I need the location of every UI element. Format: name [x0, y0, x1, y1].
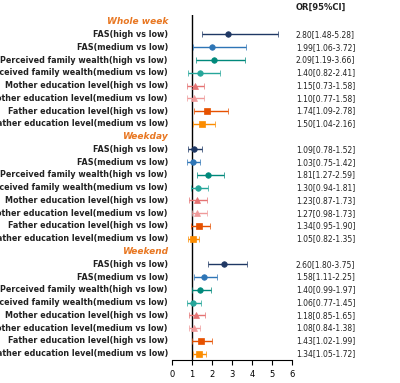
Text: Father education level(high vs low): Father education level(high vs low)	[8, 106, 168, 116]
Text: Mother education level(high vs low): Mother education level(high vs low)	[5, 196, 168, 205]
Text: 2.09[1.19-3.66]: 2.09[1.19-3.66]	[296, 56, 355, 64]
Text: 1.81[1.27-2.59]: 1.81[1.27-2.59]	[296, 170, 355, 179]
Text: 1.74[1.09-2.78]: 1.74[1.09-2.78]	[296, 106, 355, 116]
Text: Perceived family wealth(high vs low): Perceived family wealth(high vs low)	[0, 56, 168, 64]
Text: 1.99[1.06-3.72]: 1.99[1.06-3.72]	[296, 43, 355, 52]
Text: 1.09[0.78-1.52]: 1.09[0.78-1.52]	[296, 145, 355, 154]
Text: FAS(high vs low): FAS(high vs low)	[93, 260, 168, 269]
Text: 1.23[0.87-1.73]: 1.23[0.87-1.73]	[296, 196, 355, 205]
Text: Mother education level(high vs low): Mother education level(high vs low)	[5, 81, 168, 90]
Text: Father education level(medium vs low): Father education level(medium vs low)	[0, 119, 168, 128]
Text: 2.60[1.80-3.75]: 2.60[1.80-3.75]	[296, 260, 355, 269]
Text: Father education level(medium vs low): Father education level(medium vs low)	[0, 234, 168, 243]
Text: OR[95%CI]: OR[95%CI]	[296, 3, 346, 11]
Text: Perceived family wealth(medium vs low): Perceived family wealth(medium vs low)	[0, 68, 168, 77]
Text: FAS(high vs low): FAS(high vs low)	[93, 145, 168, 154]
Text: Father education level(high vs low): Father education level(high vs low)	[8, 336, 168, 345]
Text: Father education level(medium vs low): Father education level(medium vs low)	[0, 349, 168, 358]
Text: 1.30[0.94-1.81]: 1.30[0.94-1.81]	[296, 183, 355, 192]
Text: 1.43[1.02-1.99]: 1.43[1.02-1.99]	[296, 336, 355, 345]
Text: 1.03[0.75-1.42]: 1.03[0.75-1.42]	[296, 158, 355, 167]
Text: 1.18[0.85-1.65]: 1.18[0.85-1.65]	[296, 311, 355, 320]
Text: 1.34[1.05-1.72]: 1.34[1.05-1.72]	[296, 349, 355, 358]
Text: FAS(medium vs low): FAS(medium vs low)	[77, 273, 168, 282]
Text: Perceived family wealth(high vs low): Perceived family wealth(high vs low)	[0, 285, 168, 294]
Text: Father education level(high vs low): Father education level(high vs low)	[8, 221, 168, 231]
Text: FAS(medium vs low): FAS(medium vs low)	[77, 158, 168, 167]
Text: Mother education level(medium vs low): Mother education level(medium vs low)	[0, 94, 168, 103]
Text: 1.06[0.77-1.45]: 1.06[0.77-1.45]	[296, 298, 356, 307]
Text: 1.58[1.11-2.25]: 1.58[1.11-2.25]	[296, 273, 355, 282]
Text: FAS(high vs low): FAS(high vs low)	[93, 30, 168, 39]
Text: 1.40[0.99-1.97]: 1.40[0.99-1.97]	[296, 285, 356, 294]
Text: 1.50[1.04-2.16]: 1.50[1.04-2.16]	[296, 119, 355, 128]
Text: Mother education level(medium vs low): Mother education level(medium vs low)	[0, 324, 168, 332]
Text: 1.27[0.98-1.73]: 1.27[0.98-1.73]	[296, 209, 355, 218]
Text: 1.08[0.84-1.38]: 1.08[0.84-1.38]	[296, 324, 355, 332]
Text: FAS(medium vs low): FAS(medium vs low)	[77, 43, 168, 52]
Text: Mother education level(medium vs low): Mother education level(medium vs low)	[0, 209, 168, 218]
Text: Perceived family wealth(medium vs low): Perceived family wealth(medium vs low)	[0, 183, 168, 192]
Text: 2.80[1.48-5.28]: 2.80[1.48-5.28]	[296, 30, 355, 39]
Text: Perceived family wealth(medium vs low): Perceived family wealth(medium vs low)	[0, 298, 168, 307]
Text: 1.15[0.73-1.58]: 1.15[0.73-1.58]	[296, 81, 355, 90]
Text: Whole week: Whole week	[107, 17, 168, 26]
Text: Weekday: Weekday	[122, 132, 168, 141]
Text: Weekend: Weekend	[122, 247, 168, 256]
Text: 1.05[0.82-1.35]: 1.05[0.82-1.35]	[296, 234, 355, 243]
Text: 1.10[0.77-1.58]: 1.10[0.77-1.58]	[296, 94, 355, 103]
Text: Mother education level(high vs low): Mother education level(high vs low)	[5, 311, 168, 320]
Text: 1.34[0.95-1.90]: 1.34[0.95-1.90]	[296, 221, 356, 231]
Text: 1.40[0.82-2.41]: 1.40[0.82-2.41]	[296, 68, 355, 77]
Text: Perceived family wealth(high vs low): Perceived family wealth(high vs low)	[0, 170, 168, 179]
